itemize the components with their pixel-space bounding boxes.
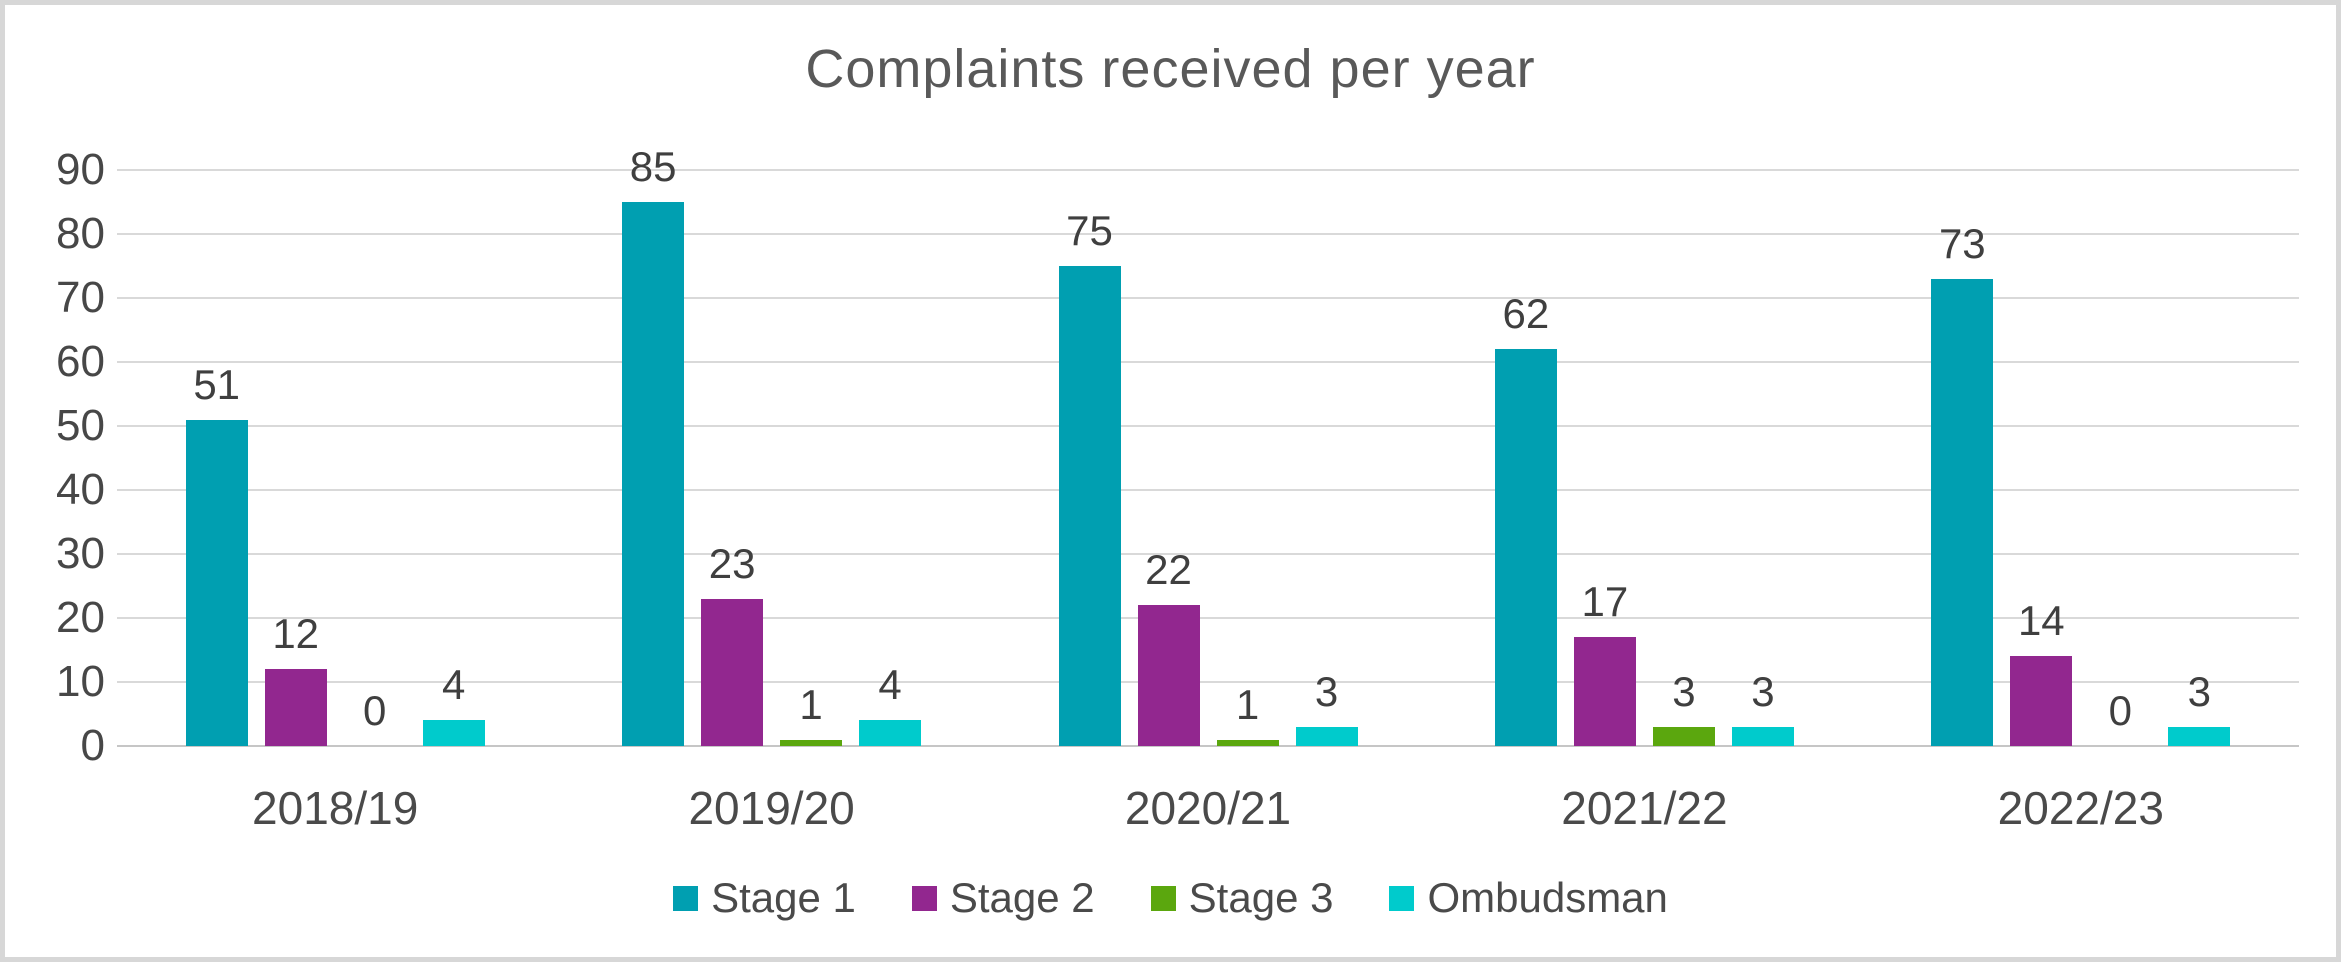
gridline-70 bbox=[117, 297, 2299, 299]
bar-stage-1-2018-19 bbox=[185, 419, 248, 746]
legend-label-ombudsman: Ombudsman bbox=[1427, 874, 1668, 921]
gridline-90 bbox=[117, 169, 2299, 171]
bar-value-label-ombudsman-2022-23: 3 bbox=[2187, 667, 2211, 715]
y-axis-label-90: 90 bbox=[56, 145, 105, 194]
bar-stage-2-2022-23 bbox=[2010, 656, 2073, 746]
bar-stage-2-2019-20 bbox=[701, 598, 764, 746]
chart-title: Complaints received per year bbox=[805, 39, 1536, 99]
x-axis-label-2019-20: 2019/20 bbox=[688, 782, 855, 834]
x-axis-label-2022-23: 2022/23 bbox=[1997, 782, 2164, 834]
bar-value-label-stage-2-2020-21: 22 bbox=[1145, 546, 1192, 594]
bar-value-label-ombudsman-2018-19: 4 bbox=[442, 661, 466, 709]
x-axis-label-2018-19: 2018/19 bbox=[252, 782, 419, 834]
bar-value-label-stage-1-2020-21: 75 bbox=[1066, 207, 1113, 254]
legend-label-stage-2: Stage 2 bbox=[949, 874, 1095, 921]
bar-value-label-stage-2-2019-20: 23 bbox=[708, 539, 756, 587]
bar-value-label-stage-3-2018-19: 0 bbox=[363, 687, 387, 734]
y-axis-label-0: 0 bbox=[80, 721, 105, 770]
bar-value-label-ombudsman-2020-21: 3 bbox=[1314, 667, 1339, 715]
bar-stage-2-2018-19 bbox=[264, 669, 327, 746]
y-axis-label-60: 60 bbox=[56, 337, 105, 386]
bar-stage-1-2021-22 bbox=[1494, 349, 1557, 746]
bar-value-label-stage-1-2019-20: 85 bbox=[629, 143, 677, 190]
bar-stage-2-2020-21 bbox=[1137, 605, 1200, 746]
bar-value-label-stage-1-2022-23: 73 bbox=[1938, 219, 1986, 267]
bar-ombudsman-2020-21 bbox=[1295, 726, 1358, 746]
gridline-50 bbox=[117, 425, 2299, 427]
bar-ombudsman-2018-19 bbox=[422, 720, 485, 746]
bar-ombudsman-2021-22 bbox=[1731, 726, 1794, 746]
bar-value-label-ombudsman-2021-22: 3 bbox=[1751, 667, 1775, 715]
y-axis-label-20: 20 bbox=[56, 593, 105, 642]
y-axis-label-50: 50 bbox=[56, 401, 105, 450]
bar-value-label-stage-1-2021-22: 62 bbox=[1502, 290, 1550, 338]
legend-item-stage-2: Stage 2 bbox=[911, 874, 1095, 921]
gridline-80 bbox=[117, 233, 2299, 235]
gridline-60 bbox=[117, 361, 2299, 363]
gridline-30 bbox=[117, 553, 2299, 555]
y-axis-label-80: 80 bbox=[56, 209, 105, 258]
bar-value-label-stage-3-2019-20: 1 bbox=[799, 680, 823, 728]
bar-value-label-stage-3-2022-23: 0 bbox=[2108, 687, 2132, 734]
bar-stage-3-2019-20 bbox=[780, 739, 843, 746]
legend-swatch-ombudsman bbox=[1389, 885, 1415, 911]
bar-value-label-stage-3-2021-22: 3 bbox=[1672, 667, 1696, 715]
legend-item-stage-1: Stage 1 bbox=[673, 875, 856, 921]
bar-value-label-stage-3-2020-21: 1 bbox=[1235, 680, 1260, 728]
x-axis-label-2021-22: 2021/22 bbox=[1561, 782, 1728, 834]
bar-stage-1-2020-21 bbox=[1058, 266, 1121, 746]
legend-item-ombudsman: Ombudsman bbox=[1389, 874, 1668, 921]
legend-swatch-stage-1 bbox=[673, 885, 699, 911]
bar-stage-3-2021-22 bbox=[1652, 726, 1715, 746]
x-axis-label-2020-21: 2020/21 bbox=[1124, 782, 1292, 834]
bar-stage-1-2019-20 bbox=[622, 202, 685, 746]
bar-value-label-stage-2-2022-23: 14 bbox=[2017, 597, 2065, 645]
gridline-20 bbox=[117, 617, 2299, 619]
bar-value-label-ombudsman-2019-20: 4 bbox=[878, 661, 902, 709]
legend-label-stage-1: Stage 1 bbox=[711, 874, 856, 921]
bar-stage-2-2021-22 bbox=[1573, 637, 1636, 746]
bar-value-label-stage-2-2021-22: 17 bbox=[1581, 578, 1629, 626]
y-axis-label-30: 30 bbox=[56, 529, 105, 578]
gridline-0 bbox=[117, 745, 2299, 747]
bar-ombudsman-2019-20 bbox=[859, 720, 922, 746]
bar-stage-1-2022-23 bbox=[1931, 278, 1994, 746]
bar-value-label-stage-2-2018-19: 12 bbox=[272, 610, 320, 658]
legend-item-stage-3: Stage 3 bbox=[1150, 874, 1334, 921]
legend-swatch-stage-3 bbox=[1150, 885, 1176, 911]
legend-swatch-stage-2 bbox=[911, 885, 937, 911]
legend: Stage 1 Stage 2 Stage 3 Ombudsman bbox=[5, 875, 2336, 921]
gridline-40 bbox=[117, 489, 2299, 491]
y-axis-label-70: 70 bbox=[56, 273, 105, 322]
bar-stage-3-2020-21 bbox=[1216, 739, 1279, 746]
bar-ombudsman-2022-23 bbox=[2168, 726, 2231, 746]
gridline-10 bbox=[117, 681, 2299, 683]
legend-label-stage-3: Stage 3 bbox=[1188, 874, 1334, 921]
bar-value-label-stage-1-2018-19: 51 bbox=[193, 360, 241, 408]
y-axis-label-40: 40 bbox=[56, 465, 105, 514]
y-axis-label-10: 10 bbox=[56, 657, 105, 706]
